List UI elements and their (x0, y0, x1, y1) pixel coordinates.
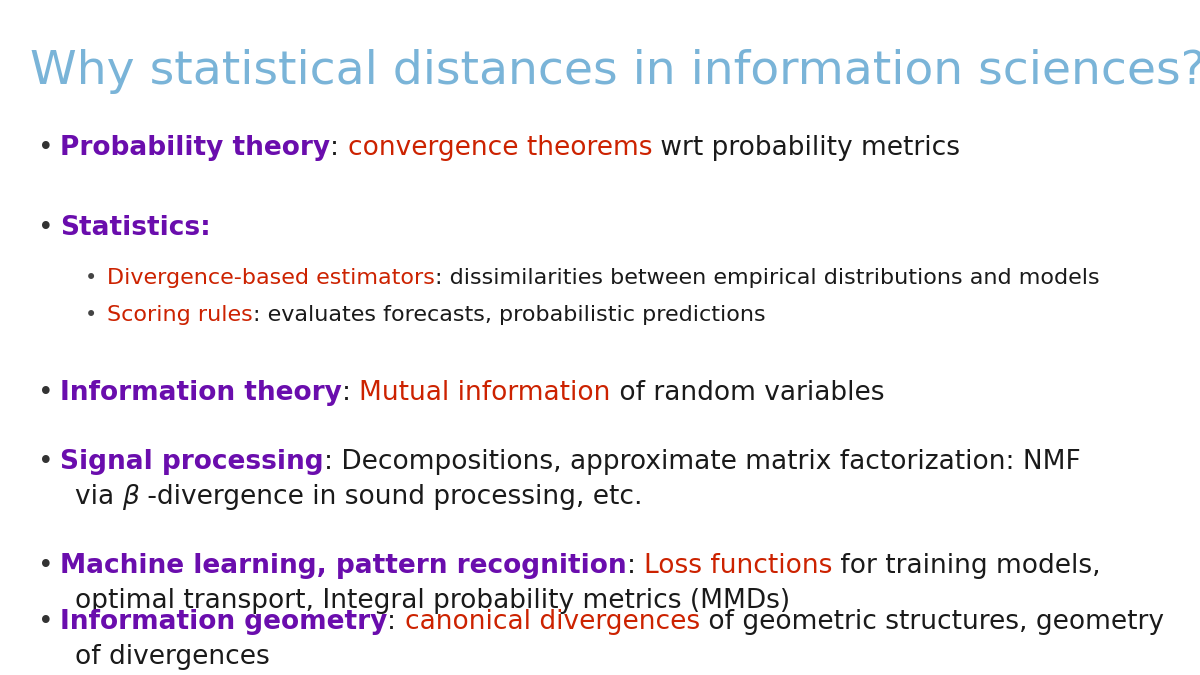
Text: •: • (38, 609, 54, 635)
Text: •: • (38, 135, 54, 161)
Text: •: • (85, 268, 97, 288)
Text: :: : (388, 609, 404, 635)
Text: Signal processing: Signal processing (60, 449, 324, 475)
Text: wrt probability metrics: wrt probability metrics (652, 135, 960, 161)
Text: : evaluates forecasts, probabilistic predictions: : evaluates forecasts, probabilistic pre… (253, 305, 766, 325)
Text: of geometric structures, geometry: of geometric structures, geometry (700, 609, 1164, 635)
Text: :: : (342, 380, 359, 406)
Text: Scoring rules: Scoring rules (107, 305, 253, 325)
Text: •: • (38, 553, 54, 579)
Text: Probability theory: Probability theory (60, 135, 330, 161)
Text: : dissimilarities between empirical distributions and models: : dissimilarities between empirical dist… (434, 268, 1099, 288)
Text: : Decompositions, approximate matrix factorization: NMF: : Decompositions, approximate matrix fac… (324, 449, 1080, 475)
Text: Information geometry: Information geometry (60, 609, 388, 635)
Text: Divergence-based estimators: Divergence-based estimators (107, 268, 434, 288)
Text: Machine learning, pattern recognition: Machine learning, pattern recognition (60, 553, 626, 579)
Text: canonical divergences: canonical divergences (404, 609, 700, 635)
Text: Statistics:: Statistics: (60, 215, 211, 241)
Text: convergence theorems: convergence theorems (348, 135, 652, 161)
Text: •: • (38, 449, 54, 475)
Text: Why statistical distances in information sciences?: Why statistical distances in information… (30, 49, 1200, 94)
Text: Mutual information: Mutual information (359, 380, 611, 406)
Text: β: β (122, 484, 139, 510)
Text: -divergence in sound processing, etc.: -divergence in sound processing, etc. (139, 484, 643, 510)
Text: Loss functions: Loss functions (644, 553, 833, 579)
Text: optimal transport, Integral probability metrics (MMDs): optimal transport, Integral probability … (74, 588, 790, 614)
Text: •: • (85, 305, 97, 325)
Text: of divergences: of divergences (74, 644, 270, 670)
Text: for training models,: for training models, (833, 553, 1102, 579)
Text: via: via (74, 484, 122, 510)
Text: •: • (38, 215, 54, 241)
Text: :: : (626, 553, 644, 579)
Text: •: • (38, 380, 54, 406)
Text: :: : (330, 135, 348, 161)
Text: Information theory: Information theory (60, 380, 342, 406)
Text: of random variables: of random variables (611, 380, 884, 406)
